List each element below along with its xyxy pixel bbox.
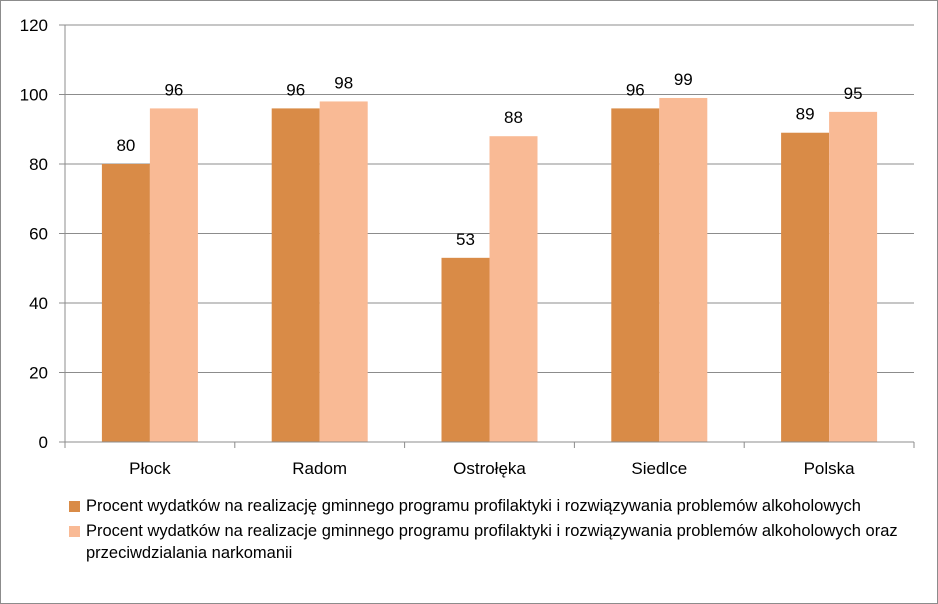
labels: 0 20 40 60 80 100 120 80 96 Płock 96 98 Radom 53 88 Ost… <box>20 16 863 478</box>
legend-label-series-1: Procent wydatków na realizację gminnego … <box>86 497 861 515</box>
legend-swatch-series-1 <box>69 501 80 512</box>
y-tick-label: 0 <box>39 433 48 452</box>
legend-label-series-2: Procent wydatków na realizacje gminnego … <box>86 522 898 562</box>
y-tick-label: 60 <box>29 225 48 244</box>
data-label-series-1-3: 53 <box>456 230 475 249</box>
bar-series-2-1 <box>149 108 198 443</box>
data-label-series-2-3: 88 <box>504 108 523 127</box>
bar-series-1-3 <box>441 257 490 442</box>
legend: Procent wydatków na realizację gminnego … <box>69 495 909 567</box>
bar-series-1-5 <box>781 132 830 442</box>
category-label: Radom <box>292 459 347 478</box>
data-label-series-1-5: 89 <box>796 105 815 124</box>
category-label: Płock <box>129 459 171 478</box>
y-tick-label: 40 <box>29 294 48 313</box>
data-label-series-2-1: 96 <box>164 80 183 99</box>
y-tick-label: 120 <box>20 16 48 35</box>
bar-series-2-3 <box>489 136 538 442</box>
category-label: Siedlce <box>631 459 687 478</box>
data-label-series-1-4: 96 <box>626 80 645 99</box>
bar-series-2-4 <box>659 97 708 442</box>
data-label-series-2-2: 98 <box>334 73 353 92</box>
category-label: Ostrołęka <box>453 459 526 478</box>
legend-entry-series-1: Procent wydatków na realizację gminnego … <box>69 495 909 517</box>
data-label-series-1-2: 96 <box>286 80 305 99</box>
bars <box>101 97 878 443</box>
legend-swatch-series-2 <box>69 526 80 537</box>
category-label: Polska <box>804 459 856 478</box>
y-tick-label: 80 <box>29 155 48 174</box>
y-tick-label: 20 <box>29 364 48 383</box>
axes <box>59 24 915 448</box>
bar-series-2-2 <box>319 101 368 442</box>
bar-series-1-1 <box>101 164 150 442</box>
data-label-series-2-5: 95 <box>844 84 863 103</box>
data-label-series-2-4: 99 <box>674 70 693 89</box>
data-label-series-1-1: 80 <box>116 136 135 155</box>
bar-series-1-2 <box>271 108 320 443</box>
bar-series-1-4 <box>611 108 660 443</box>
bar-series-2-5 <box>829 111 878 442</box>
legend-entry-series-2: Procent wydatków na realizacje gminnego … <box>69 520 909 564</box>
y-tick-label: 100 <box>20 86 48 105</box>
